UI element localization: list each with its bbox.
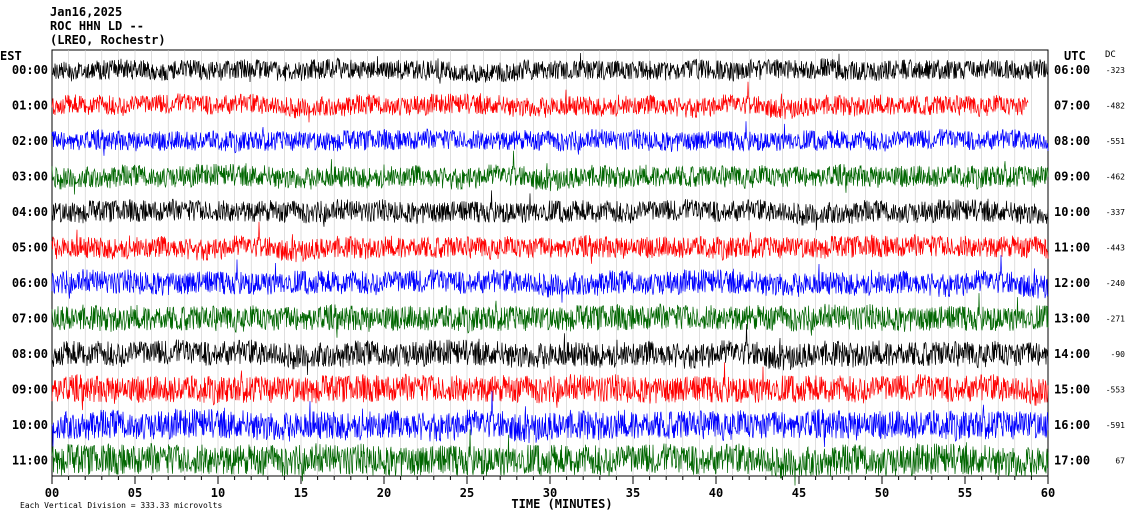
utc-time-label: 12:00	[1054, 276, 1090, 290]
est-time-label: 01:00	[12, 99, 48, 113]
est-time-label: 06:00	[12, 276, 48, 290]
utc-time-label: 16:00	[1054, 418, 1090, 432]
seismic-trace	[51, 323, 1049, 376]
x-tick-label: 40	[709, 486, 723, 500]
x-tick-label: 35	[626, 486, 640, 500]
x-tick-label: 25	[460, 486, 474, 500]
x-tick-label: 55	[958, 486, 972, 500]
est-time-label: 02:00	[12, 134, 48, 148]
dc-offset-label: -462	[1106, 173, 1125, 182]
x-tick-label: 30	[543, 486, 557, 500]
dc-offset-label: -90	[1111, 350, 1126, 359]
header-location: (LREO, Rochestr)	[50, 33, 166, 47]
est-time-label: 10:00	[12, 418, 48, 432]
x-tick-label: 45	[792, 486, 806, 500]
x-axis-ticks: 00 05 10 15 20 25 30 35 40 45 50 55 60	[45, 476, 1055, 500]
x-tick-label: 10	[211, 486, 225, 500]
dc-offset-label: -591	[1106, 421, 1125, 430]
est-time-label: 05:00	[12, 241, 48, 255]
est-axis-label: EST	[0, 49, 22, 63]
x-tick-label: 20	[377, 486, 391, 500]
dc-column-label: DC	[1105, 50, 1116, 60]
dc-offset-label: -551	[1106, 137, 1125, 146]
utc-time-label: 15:00	[1054, 383, 1090, 397]
utc-axis-label: UTC	[1064, 49, 1086, 63]
seismic-trace	[51, 81, 1029, 123]
est-time-label: 08:00	[12, 347, 48, 361]
utc-time-label: 10:00	[1054, 205, 1090, 219]
row-labels: 00:00 06:00 -323 01:00 07:00 -482 02:00 08:00 -5…	[12, 63, 1125, 468]
header-date: Jan16,2025	[50, 5, 122, 19]
dc-offset-label: -443	[1106, 244, 1125, 253]
dc-offset-label: 67	[1115, 457, 1125, 466]
dc-offset-label: -337	[1106, 208, 1125, 217]
est-time-label: 00:00	[12, 63, 48, 77]
utc-time-label: 07:00	[1054, 99, 1090, 113]
utc-time-label: 06:00	[1054, 63, 1090, 77]
utc-time-label: 13:00	[1054, 312, 1090, 326]
x-tick-label: 15	[294, 486, 308, 500]
seismic-trace	[51, 52, 1049, 84]
est-time-label: 03:00	[12, 170, 48, 184]
utc-time-label: 14:00	[1054, 347, 1090, 361]
est-time-label: 04:00	[12, 205, 48, 219]
x-axis-title: TIME (MINUTES)	[511, 497, 612, 511]
est-time-label: 11:00	[12, 454, 48, 468]
est-time-label: 07:00	[12, 312, 48, 326]
utc-time-label: 17:00	[1054, 454, 1090, 468]
dc-offset-label: -323	[1106, 66, 1125, 75]
seismic-trace	[51, 190, 1049, 231]
seismic-trace	[51, 429, 1049, 486]
dc-offset-label: -553	[1106, 386, 1125, 395]
dc-offset-label: -240	[1106, 279, 1125, 288]
seismic-trace	[51, 362, 1049, 411]
header-station: ROC HHN LD --	[50, 19, 144, 33]
seismic-trace	[51, 255, 1049, 303]
utc-time-label: 09:00	[1054, 170, 1090, 184]
dc-offset-label: -482	[1106, 102, 1125, 111]
seismic-trace	[51, 150, 1049, 195]
utc-time-label: 11:00	[1054, 241, 1090, 255]
dc-offset-label: -271	[1106, 315, 1125, 324]
vertical-division-note: Each Vertical Division = 333.33 microvol…	[20, 501, 222, 510]
trace-layer	[51, 52, 1049, 486]
x-tick-label: 05	[128, 486, 142, 500]
seismic-trace	[51, 221, 1049, 264]
seismic-trace	[51, 390, 1049, 448]
x-tick-label: 50	[875, 486, 889, 500]
utc-time-label: 08:00	[1054, 134, 1090, 148]
x-tick-label: 00	[45, 486, 59, 500]
est-time-label: 09:00	[12, 383, 48, 397]
minute-gridlines	[68, 50, 1032, 476]
seismic-trace	[51, 121, 1049, 156]
seismic-trace	[51, 293, 1049, 338]
x-tick-label: 60	[1041, 486, 1055, 500]
